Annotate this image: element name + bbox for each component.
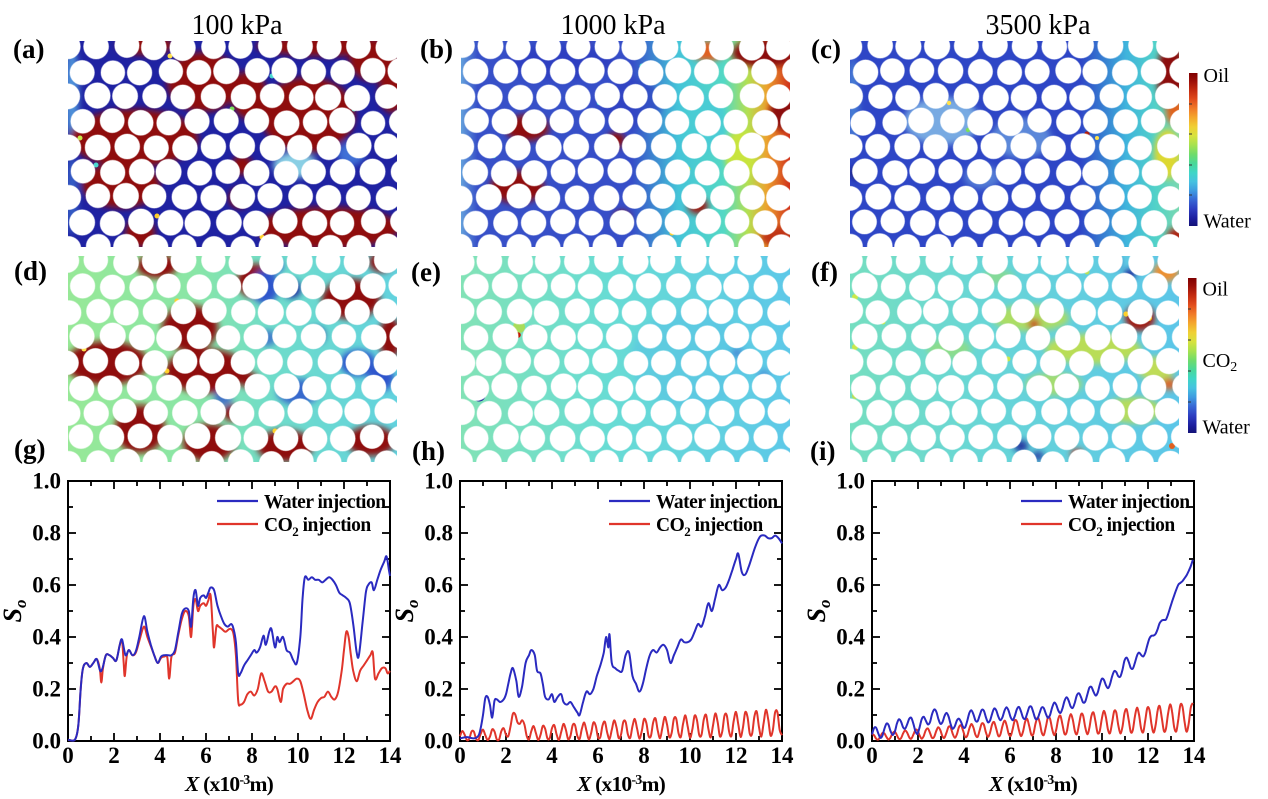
svg-text:4: 4: [546, 743, 558, 768]
svg-text:8: 8: [1050, 743, 1062, 768]
svg-text:4: 4: [154, 743, 166, 768]
svg-text:0.4: 0.4: [836, 625, 865, 650]
svg-text:0.8: 0.8: [836, 521, 865, 546]
svg-text:0.0: 0.0: [424, 729, 453, 754]
svg-text:0.0: 0.0: [32, 729, 61, 754]
svg-text:8: 8: [246, 743, 258, 768]
svg-text:14: 14: [378, 743, 402, 768]
svg-text:1.0: 1.0: [424, 469, 453, 494]
svg-text:4: 4: [958, 743, 970, 768]
svg-text:0.2: 0.2: [424, 677, 453, 702]
svg-text:Oil: Oil: [1203, 279, 1229, 301]
svg-text:10: 10: [679, 743, 702, 768]
svg-text:10: 10: [1090, 743, 1113, 768]
svg-text:Water: Water: [1204, 211, 1252, 233]
svg-text:1.0: 1.0: [836, 469, 865, 494]
svg-text:14: 14: [771, 743, 795, 768]
svg-text:0.0: 0.0: [836, 729, 865, 754]
svg-text:0: 0: [866, 743, 878, 768]
svg-text:0.8: 0.8: [424, 521, 453, 546]
svg-text:12: 12: [1136, 743, 1159, 768]
svg-text:So: So: [0, 600, 30, 623]
svg-text:X (x10-3m): X (x10-3m): [184, 772, 274, 796]
svg-text:12: 12: [725, 743, 748, 768]
svg-text:0.6: 0.6: [836, 573, 865, 598]
svg-text:6: 6: [592, 743, 604, 768]
svg-text:2: 2: [500, 743, 512, 768]
svg-text:X (x10-3m): X (x10-3m): [988, 772, 1078, 796]
svg-text:Water injection: Water injection: [264, 492, 386, 513]
svg-text:0: 0: [454, 743, 466, 768]
svg-text:12: 12: [332, 743, 355, 768]
svg-text:2: 2: [912, 743, 924, 768]
svg-text:X (x10-3m): X (x10-3m): [576, 772, 666, 796]
svg-text:So: So: [804, 600, 834, 623]
svg-text:CO2 injection: CO2 injection: [264, 515, 371, 539]
svg-text:0.6: 0.6: [32, 573, 61, 598]
svg-text:14: 14: [1182, 743, 1206, 768]
svg-text:2: 2: [108, 743, 120, 768]
svg-text:8: 8: [638, 743, 650, 768]
svg-text:0: 0: [62, 743, 74, 768]
svg-text:Water injection: Water injection: [1068, 492, 1190, 513]
svg-text:10: 10: [286, 743, 309, 768]
svg-text:0.4: 0.4: [32, 625, 61, 650]
svg-text:6: 6: [1004, 743, 1016, 768]
svg-text:6: 6: [200, 743, 212, 768]
svg-text:1.0: 1.0: [32, 469, 61, 494]
svg-text:0.6: 0.6: [424, 573, 453, 598]
svg-text:0.4: 0.4: [424, 625, 453, 650]
svg-text:0.8: 0.8: [32, 521, 61, 546]
svg-text:Oil: Oil: [1204, 65, 1230, 87]
svg-text:CO2 injection: CO2 injection: [1068, 515, 1175, 539]
svg-text:Water injection: Water injection: [656, 492, 778, 513]
svg-text:Water: Water: [1203, 417, 1251, 439]
svg-text:0.2: 0.2: [32, 677, 61, 702]
svg-text:CO2: CO2: [1203, 350, 1238, 375]
svg-text:So: So: [392, 600, 422, 623]
svg-text:CO2 injection: CO2 injection: [656, 515, 763, 539]
svg-text:0.2: 0.2: [836, 677, 865, 702]
